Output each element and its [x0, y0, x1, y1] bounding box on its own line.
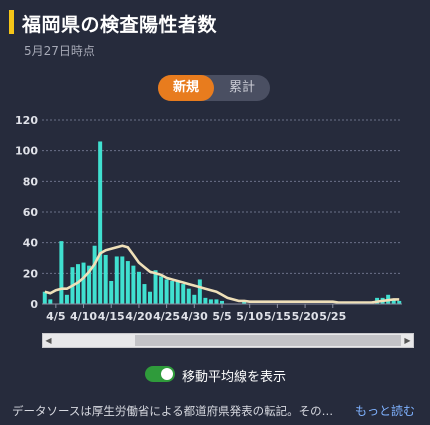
x-tick-label: 5/15 [264, 310, 291, 323]
bar [42, 291, 47, 304]
bar [242, 300, 247, 304]
toggle-cumulative-button[interactable]: 累計 [228, 80, 255, 95]
x-tick-label: 4/5 [46, 310, 65, 323]
moving-average-line [44, 244, 400, 304]
bar [214, 299, 219, 304]
bar [109, 281, 114, 304]
bar [125, 261, 130, 304]
bar [92, 245, 97, 304]
bar [87, 265, 92, 304]
bar [131, 265, 136, 304]
x-tick-label: 4/15 [98, 310, 125, 323]
bar [136, 271, 141, 304]
switch-knob [161, 368, 173, 380]
y-tick-label: 20 [23, 267, 39, 280]
x-tick-label: 4/20 [125, 310, 152, 323]
bar [103, 254, 108, 304]
update-date: 5月27日時点 [24, 44, 95, 58]
bar [148, 291, 152, 304]
y-tick-label: 100 [15, 145, 38, 158]
bar [181, 284, 186, 304]
moving-average-label: 移動平均線を表示 [182, 370, 287, 385]
bar [175, 281, 180, 304]
scroll-left-arrow-icon[interactable]: ◀ [45, 336, 52, 345]
x-tick-label: 5/5 [212, 310, 231, 323]
moving-average-switch[interactable] [145, 366, 175, 382]
bar [48, 299, 53, 304]
x-tick-label: 5/20 [292, 310, 319, 323]
data-source-note: データソースは厚生労働省による都道府県発表の転記。その… [12, 404, 334, 418]
bar [208, 299, 213, 304]
y-tick-label: 120 [15, 114, 38, 127]
view-toggle: 新規 累計 [158, 75, 270, 101]
y-tick-label: 60 [23, 206, 39, 219]
bar [192, 294, 197, 304]
bar [120, 256, 125, 304]
cases-chart: 0 20 40 60 80 100 120 4/5 4/10 4/15 4/20 4/25 4/30 5/… [15, 114, 402, 323]
scroll-thumb[interactable] [135, 335, 401, 346]
bar [81, 262, 86, 304]
x-tick-label: 5/10 [236, 310, 263, 323]
bar [142, 284, 147, 304]
bar [64, 294, 69, 304]
bar [391, 299, 396, 304]
bar [197, 279, 202, 304]
x-tick-label: 5/25 [319, 310, 346, 323]
x-tick-label: 4/10 [70, 310, 97, 323]
bar [186, 288, 191, 304]
y-tick-label: 80 [23, 175, 39, 188]
x-tick-label: 4/25 [153, 310, 180, 323]
bar [397, 300, 402, 304]
bar [203, 297, 208, 304]
title-accent-bar [9, 10, 14, 34]
y-tick-label: 40 [23, 237, 39, 250]
bar [153, 270, 158, 304]
bar [220, 300, 224, 304]
toggle-new-button[interactable]: 新規 [158, 75, 214, 101]
bar [98, 141, 103, 304]
scroll-right-arrow-icon[interactable]: ▶ [404, 336, 411, 345]
bar [114, 256, 119, 304]
page-title: 福岡県の検査陽性者数 [22, 14, 218, 36]
bar [164, 279, 169, 304]
y-tick-label: 0 [30, 298, 38, 311]
bar [170, 281, 175, 304]
bar [59, 241, 64, 304]
bar [76, 264, 80, 304]
chart-scrollbar[interactable]: ◀ ▶ [42, 333, 414, 348]
bar [159, 276, 164, 304]
x-tick-label: 4/30 [181, 310, 208, 323]
read-more-link[interactable]: もっと読む [355, 404, 416, 418]
